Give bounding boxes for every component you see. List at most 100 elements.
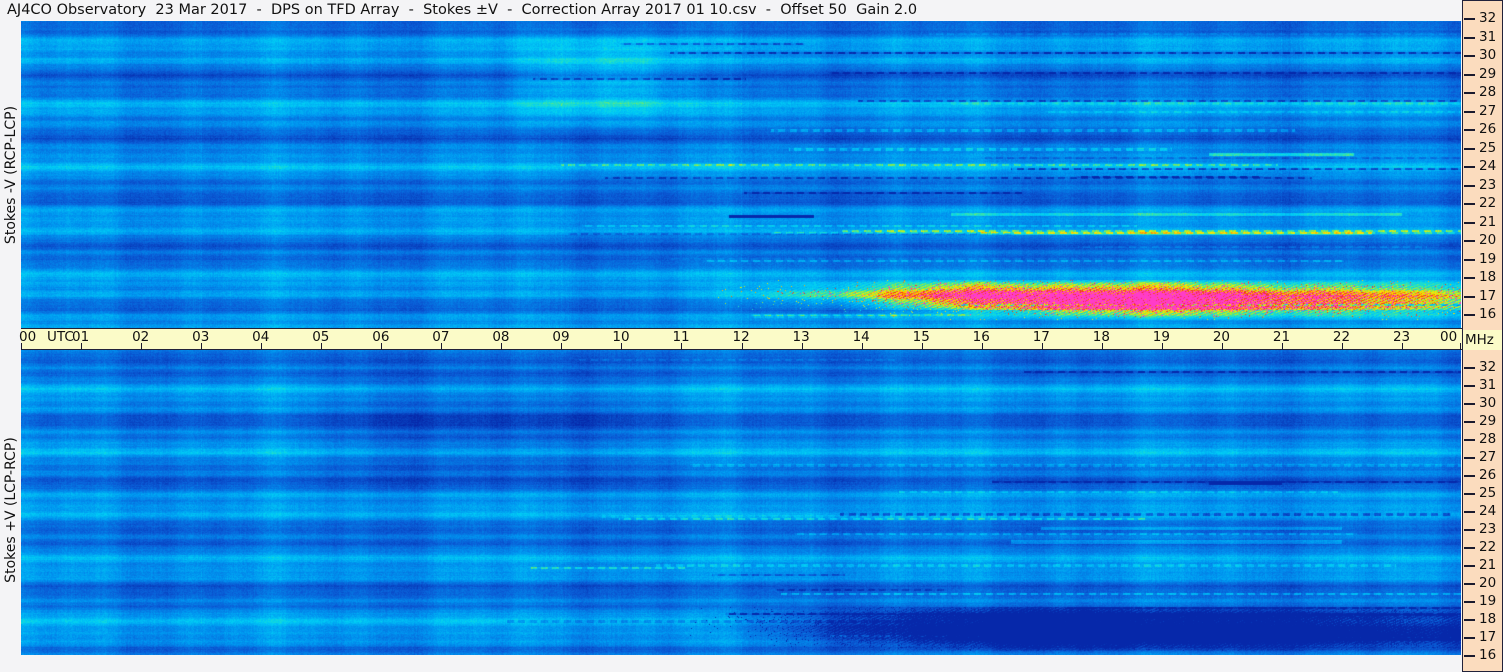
time-tick-mark: [261, 343, 263, 351]
frequency-tick-label: 20: [1479, 232, 1497, 248]
time-tick-label: 12: [732, 329, 750, 345]
spectrogram-bottom-panel[interactable]: [21, 350, 1461, 655]
time-tick-mark: [681, 343, 683, 351]
time-tick-label: 10: [612, 329, 630, 345]
time-tick-mark: [381, 343, 383, 351]
frequency-tick-label: 22: [1479, 539, 1497, 555]
frequency-tick-label: 16: [1479, 306, 1497, 322]
frequency-tick-mark: [1464, 166, 1475, 168]
frequency-axis-bottom: 32 31 30 29 28 27 26 25 24 23 22 21 20 19 18 17 16: [1462, 350, 1503, 672]
frequency-tick-mark: [1464, 314, 1475, 316]
time-tick-label: 07: [432, 329, 450, 345]
frequency-tick-label: 23: [1479, 521, 1497, 537]
frequency-tick-label: 27: [1479, 449, 1497, 465]
time-tick-label: 08: [492, 329, 510, 345]
frequency-tick-label: 28: [1479, 84, 1497, 100]
time-tick-label: 15: [912, 329, 930, 345]
time-tick-mark: [741, 343, 743, 351]
time-tick-label: 20: [1212, 329, 1231, 345]
frequency-tick-label: 25: [1479, 485, 1497, 501]
frequency-tick-mark: [1464, 403, 1475, 405]
frequency-tick-mark: [1464, 367, 1475, 369]
time-tick-mark: [1041, 343, 1043, 351]
frequency-axis-top: 32 31 30 29 28 27 26 25 24 23 22 21 20 19 18 17 16: [1462, 0, 1503, 330]
frequency-tick-label: 24: [1479, 503, 1497, 519]
frequency-tick-mark: [1464, 565, 1475, 567]
frequency-tick-mark: [1464, 295, 1475, 298]
time-tick-mark: [861, 343, 863, 351]
frequency-tick-mark: [1464, 73, 1475, 76]
time-tick-label: 13: [792, 329, 810, 345]
time-tick-mark: [1401, 343, 1403, 351]
frequency-tick-mark: [1464, 511, 1475, 513]
time-tick-mark: [981, 343, 983, 351]
time-tick-label: 18: [1092, 329, 1110, 345]
frequency-tick-mark: [1464, 147, 1475, 150]
time-tick-mark: [1161, 343, 1163, 351]
top-panel-y-axis-label: Stokes -V (RCP-LCP): [0, 21, 21, 330]
time-tick-mark: [1341, 343, 1343, 351]
frequency-tick-mark: [1464, 129, 1475, 131]
time-tick-mark: [1221, 343, 1223, 351]
time-tick-mark: [1460, 343, 1461, 351]
frequency-tick-mark: [1464, 221, 1475, 224]
frequency-tick-label: 32: [1479, 10, 1497, 26]
time-tick-mark: [621, 343, 623, 351]
time-tick-mark: [321, 343, 323, 351]
frequency-tick-label: 32: [1479, 359, 1497, 375]
time-tick-label: 22: [1332, 329, 1351, 345]
time-tick-label: 03: [192, 329, 210, 345]
frequency-tick-label: 21: [1479, 557, 1497, 573]
time-tick-label: 04: [252, 329, 270, 345]
frequency-tick-label: 29: [1479, 65, 1497, 82]
time-tick-mark: [81, 343, 83, 351]
frequency-tick-mark: [1464, 203, 1475, 205]
bottom-panel-y-axis-text: Stokes +V (LCP-RCP): [2, 437, 19, 583]
frequency-tick-label: 21: [1479, 213, 1497, 230]
time-tick-label: 16: [972, 329, 990, 345]
time-tick-mark: [141, 343, 143, 351]
frequency-tick-label: 26: [1479, 467, 1497, 483]
frequency-tick-label: 30: [1479, 47, 1497, 63]
frequency-tick-mark: [1464, 258, 1475, 261]
time-tick-label: 00: [1440, 329, 1458, 345]
time-tick-mark: [501, 343, 503, 351]
frequency-tick-mark: [1464, 277, 1475, 279]
time-tick-mark: [561, 343, 563, 351]
frequency-tick-label: 31: [1479, 377, 1497, 393]
frequency-axis-unit-label: MHz: [1462, 330, 1503, 350]
bottom-margin-strip: [21, 655, 1461, 672]
frequency-tick-label: 22: [1479, 195, 1497, 211]
frequency-tick-mark: [1464, 601, 1475, 603]
time-tick-label: 00: [19, 329, 37, 345]
time-tick-mark: [1281, 343, 1283, 351]
frequency-tick-label: 31: [1479, 28, 1497, 45]
page-title: AJ4CO Observatory 23 Mar 2017 - DPS on T…: [0, 0, 1462, 21]
frequency-tick-label: 25: [1479, 139, 1497, 156]
frequency-tick-label: 18: [1479, 611, 1497, 627]
frequency-tick-label: 19: [1479, 250, 1497, 267]
frequency-tick-mark: [1464, 55, 1475, 57]
frequency-tick-label: 29: [1479, 413, 1497, 429]
frequency-tick-label: 27: [1479, 102, 1497, 119]
frequency-tick-mark: [1464, 36, 1475, 39]
time-tick-label: 06: [372, 329, 390, 345]
time-tick-label: 02: [132, 329, 150, 345]
time-tick-label: 01: [72, 329, 90, 345]
top-panel-y-axis-text: Stokes -V (RCP-LCP): [2, 105, 19, 244]
time-tick-mark: [801, 343, 803, 351]
frequency-tick-mark: [1464, 110, 1475, 113]
frequency-tick-label: 28: [1479, 431, 1497, 447]
frequency-tick-mark: [1464, 547, 1475, 549]
time-tick-mark: [921, 343, 923, 351]
time-tick-label: 11: [672, 329, 690, 345]
spectrogram-top-panel[interactable]: [21, 21, 1461, 328]
frequency-tick-label: 16: [1479, 647, 1497, 663]
frequency-tick-label: 24: [1479, 158, 1497, 174]
time-tick-label: 05: [312, 329, 330, 345]
frequency-tick-mark: [1464, 184, 1475, 187]
time-axis: UTC 00 01 02 03 04 05 06 07 08 09 10 11 12 13 14 15 16 17…: [19, 328, 1462, 351]
bottom-panel-y-axis-label: Stokes +V (LCP-RCP): [0, 350, 21, 672]
time-tick-label: 23: [1392, 329, 1411, 345]
